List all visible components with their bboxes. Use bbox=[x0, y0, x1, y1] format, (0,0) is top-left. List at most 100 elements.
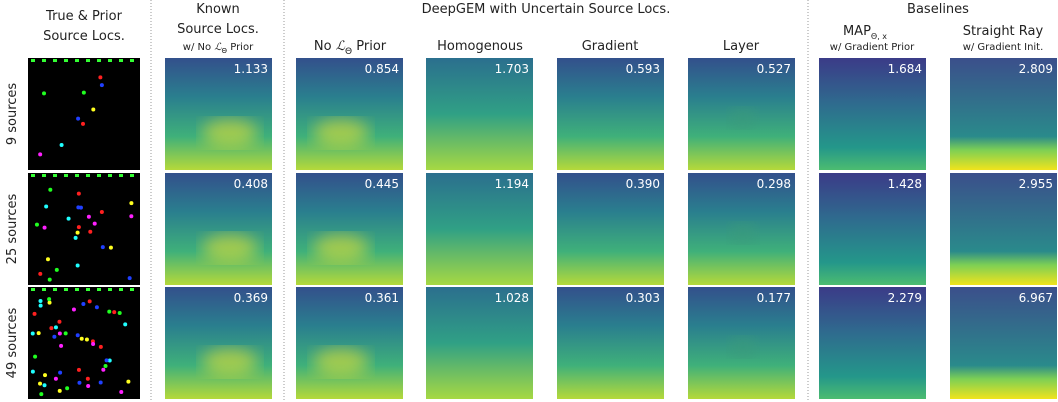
heatmap-blob bbox=[313, 119, 369, 147]
receiver bbox=[42, 59, 46, 62]
heatmap-blob bbox=[202, 119, 258, 147]
note-text: w/ No bbox=[183, 42, 215, 53]
row-label: 9 sources bbox=[5, 83, 20, 146]
heatmap bbox=[165, 287, 272, 399]
heatmap bbox=[950, 173, 1057, 285]
score: 1.194 bbox=[495, 177, 529, 191]
column-title: Known bbox=[196, 2, 240, 17]
heatmap-panel: 0.369 bbox=[165, 287, 272, 399]
heatmap bbox=[165, 58, 272, 170]
source-dot bbox=[39, 392, 44, 397]
source-dot bbox=[85, 376, 90, 381]
source-dot bbox=[94, 305, 99, 310]
source-dot bbox=[59, 143, 64, 148]
source-dot bbox=[34, 222, 39, 227]
receiver bbox=[42, 174, 46, 177]
source-dot bbox=[30, 369, 35, 374]
source-dot bbox=[81, 90, 86, 95]
heatmap-blob bbox=[729, 108, 757, 128]
receiver bbox=[75, 174, 79, 177]
source-dot bbox=[52, 334, 57, 339]
heatmap bbox=[296, 173, 403, 285]
heatmap bbox=[426, 173, 533, 285]
score: 2.279 bbox=[888, 291, 922, 305]
receiver bbox=[86, 288, 90, 291]
source-dot bbox=[66, 216, 71, 221]
source-dot bbox=[101, 367, 106, 372]
source-dot bbox=[38, 381, 43, 386]
column-title: Homogenous bbox=[437, 39, 523, 54]
source-dot bbox=[76, 191, 81, 196]
score: 0.408 bbox=[234, 177, 268, 191]
heatmap bbox=[165, 173, 272, 285]
source-dot bbox=[104, 358, 109, 363]
source-dot bbox=[86, 383, 91, 388]
source-dot bbox=[126, 379, 131, 384]
source-dot bbox=[47, 277, 52, 282]
receiver bbox=[53, 174, 57, 177]
source-dot bbox=[92, 221, 97, 226]
receiver bbox=[130, 174, 134, 177]
source-dot bbox=[103, 363, 108, 368]
receiver bbox=[86, 174, 90, 177]
heatmap-panel: 2.955 bbox=[950, 173, 1057, 285]
source-dot bbox=[65, 386, 70, 391]
heatmap bbox=[819, 58, 926, 170]
receiver bbox=[119, 174, 123, 177]
receiver bbox=[97, 174, 101, 177]
receiver bbox=[75, 59, 79, 62]
column-title: True & Prior bbox=[45, 9, 123, 24]
row-label: 25 sources bbox=[5, 193, 20, 264]
receiver bbox=[119, 288, 123, 291]
score: 1.428 bbox=[888, 177, 922, 191]
heatmap bbox=[296, 58, 403, 170]
heatmap bbox=[557, 58, 664, 170]
source-dot bbox=[129, 214, 134, 219]
source-dot bbox=[32, 311, 37, 316]
column-title: MAPΘ, x bbox=[843, 24, 887, 41]
source-dot bbox=[75, 333, 80, 338]
score: 0.854 bbox=[365, 62, 399, 76]
receiver bbox=[108, 288, 112, 291]
receiver bbox=[31, 59, 35, 62]
heatmap-panel: 0.593 bbox=[557, 58, 664, 170]
source-dot bbox=[75, 230, 80, 235]
score: 0.445 bbox=[365, 177, 399, 191]
score: 2.955 bbox=[1019, 177, 1053, 191]
source-dot bbox=[38, 303, 43, 308]
heatmap-panel: 0.445 bbox=[296, 173, 403, 285]
heatmap-blob bbox=[202, 234, 258, 262]
score: 1.703 bbox=[495, 62, 529, 76]
source-dot bbox=[47, 297, 52, 302]
source-dot bbox=[48, 187, 53, 192]
source-dot bbox=[119, 389, 124, 394]
source-dot bbox=[53, 376, 58, 381]
source-dot bbox=[86, 214, 91, 219]
heatmap-panel: 0.408 bbox=[165, 173, 272, 285]
source-plot bbox=[28, 173, 140, 285]
source-dot bbox=[129, 201, 134, 206]
heatmap-panel: 1.194 bbox=[426, 173, 533, 285]
column-title: Straight Ray bbox=[963, 24, 1044, 39]
heatmap-panel: 1.703 bbox=[426, 58, 533, 170]
source-dot bbox=[38, 299, 43, 304]
heatmap-panel: 2.809 bbox=[950, 58, 1057, 170]
heatmap-blob bbox=[313, 348, 369, 376]
plot-background bbox=[28, 58, 140, 170]
score: 0.390 bbox=[626, 177, 660, 191]
note-text: Prior bbox=[227, 42, 254, 53]
receiver bbox=[75, 288, 79, 291]
heatmap-panel: 0.390 bbox=[557, 173, 664, 285]
source-dot bbox=[30, 331, 35, 336]
heatmap-panel: 0.298 bbox=[688, 173, 795, 285]
score: 0.527 bbox=[757, 62, 791, 76]
source-dot bbox=[42, 225, 47, 230]
source-dot bbox=[42, 383, 47, 388]
score: 0.361 bbox=[365, 291, 399, 305]
heatmap-panel: 1.684 bbox=[819, 58, 926, 170]
source-dot bbox=[45, 257, 50, 262]
score: 0.303 bbox=[626, 291, 660, 305]
source-dot bbox=[57, 388, 62, 393]
source-dot bbox=[117, 310, 122, 315]
group-title: Baselines bbox=[907, 2, 969, 17]
